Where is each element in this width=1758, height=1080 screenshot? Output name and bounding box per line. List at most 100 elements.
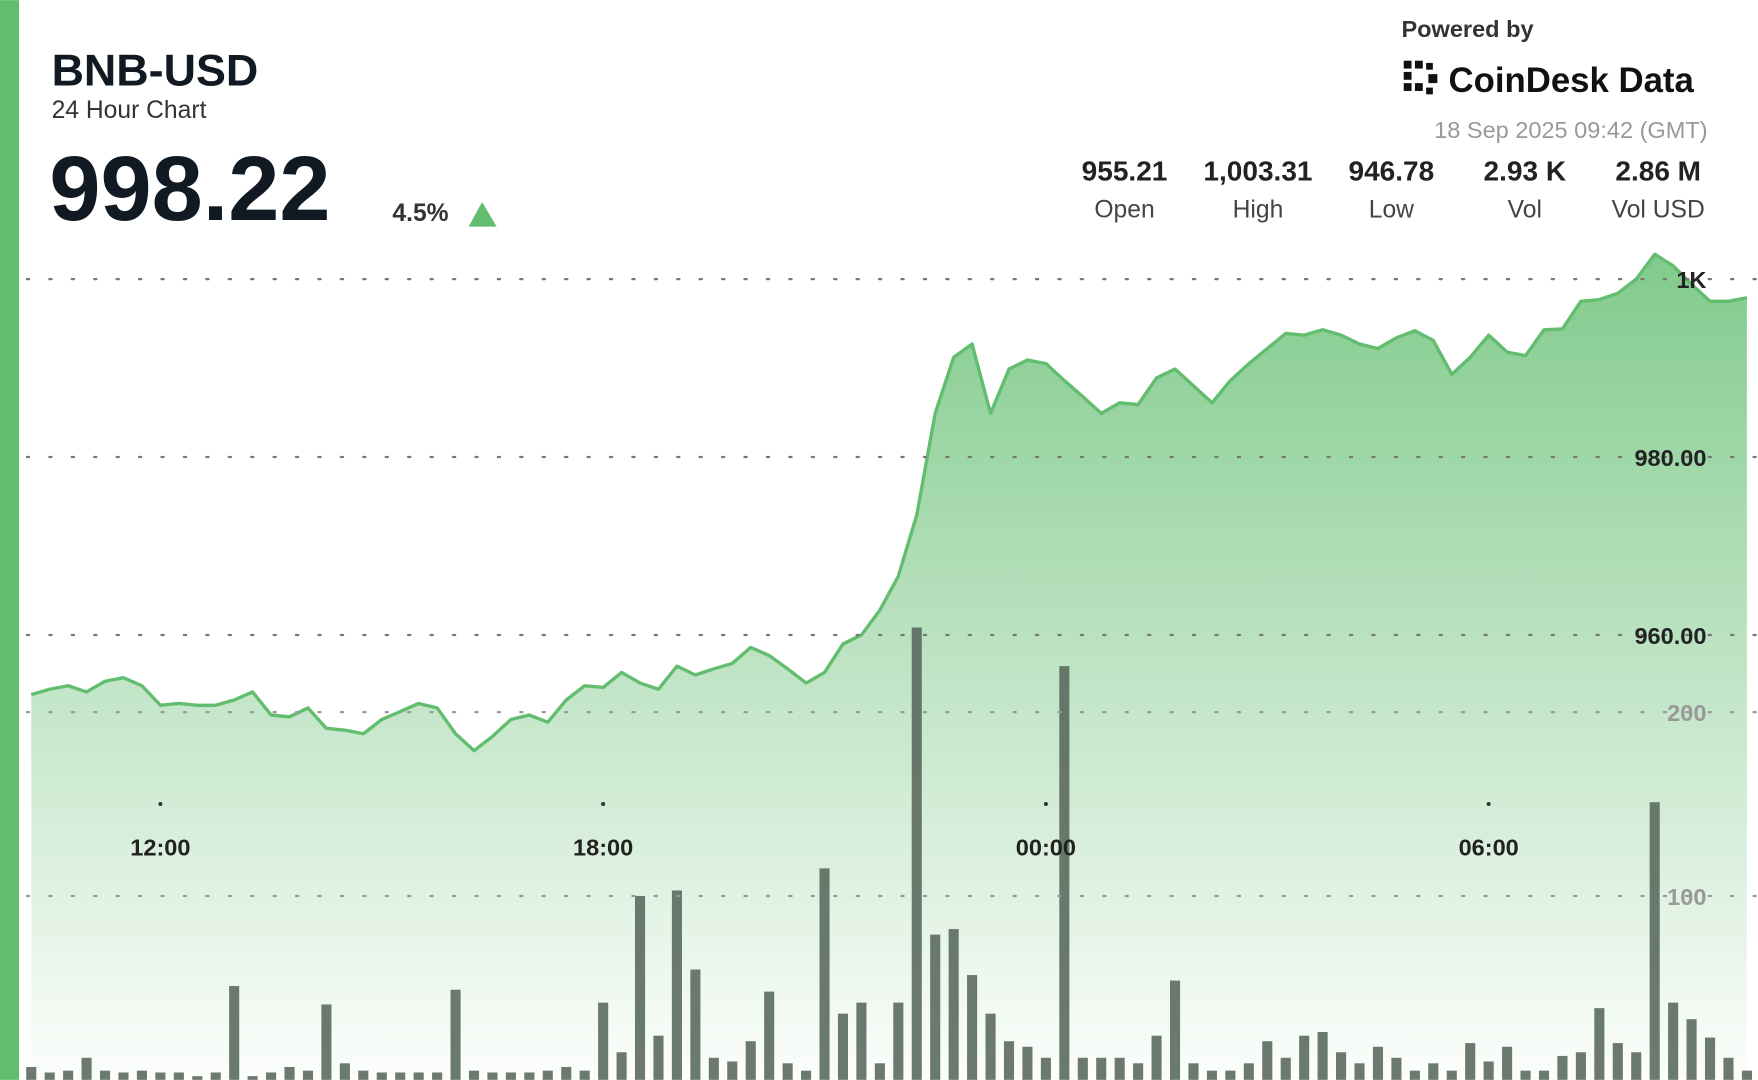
stat-label: Vol USD bbox=[1612, 197, 1705, 224]
accent-bar bbox=[0, 0, 20, 1080]
price-change: 4.5% bbox=[392, 200, 448, 227]
volume-bar bbox=[764, 991, 775, 1080]
x-tick-label: 00:00 bbox=[1016, 835, 1076, 861]
volume-bar bbox=[339, 1063, 350, 1080]
volume-bar bbox=[1741, 1070, 1752, 1080]
volume-bar bbox=[44, 1072, 55, 1080]
volume-bar bbox=[1575, 1052, 1586, 1080]
y-tick-label: 980.00 bbox=[1634, 445, 1706, 471]
volume-bar bbox=[893, 1002, 904, 1080]
volume-bar bbox=[727, 1061, 738, 1080]
volume-bar bbox=[1040, 1057, 1051, 1080]
volume-bar bbox=[598, 1002, 609, 1080]
volume-bar bbox=[192, 1076, 203, 1080]
volume-bar bbox=[26, 1066, 37, 1080]
volume-bar bbox=[930, 934, 941, 1080]
volume-bar bbox=[911, 627, 922, 1080]
y-tick-label: 1K bbox=[1676, 267, 1706, 293]
stat-value: 2.86 M bbox=[1615, 156, 1701, 187]
volume-bar bbox=[985, 1013, 996, 1080]
volume-bar bbox=[634, 895, 646, 1080]
volume-bar bbox=[856, 1002, 867, 1080]
stat-value: 955.21 bbox=[1082, 156, 1168, 187]
volume-bar bbox=[1631, 1052, 1642, 1080]
volume-bar bbox=[1317, 1032, 1328, 1080]
stats: 955.21 Open 1,003.31 High 946.78 Low 2.93 K Vol… bbox=[1082, 156, 1705, 224]
volume-bar bbox=[819, 868, 830, 1080]
volume-bar bbox=[468, 1070, 480, 1080]
volume-bar bbox=[1169, 980, 1181, 1080]
volume-bar bbox=[1612, 1043, 1623, 1080]
volume-bar bbox=[376, 1072, 387, 1080]
volume-bar bbox=[118, 1072, 129, 1080]
timestamp: 18 Sep 2025 09:42 (GMT) bbox=[1434, 117, 1707, 143]
volume-bar bbox=[1594, 1008, 1605, 1080]
volume-bar bbox=[413, 1072, 424, 1080]
volume-bar bbox=[653, 1035, 664, 1080]
volume-bar bbox=[1114, 1057, 1125, 1080]
volume-bar bbox=[1188, 1063, 1199, 1080]
volume-bar bbox=[99, 1070, 111, 1080]
chart-subtitle: 24 Hour Chart bbox=[52, 97, 207, 124]
volume-bar bbox=[63, 1070, 74, 1080]
x-tick-mark bbox=[158, 802, 163, 807]
volume-bar bbox=[1354, 1063, 1365, 1080]
brand-name: CoinDesk Data bbox=[1449, 62, 1695, 100]
volume-bar bbox=[1022, 1046, 1033, 1080]
volume-bar bbox=[708, 1057, 719, 1080]
volume-bar bbox=[1557, 1055, 1568, 1080]
stat-value: 1,003.31 bbox=[1203, 156, 1312, 187]
volume-bar bbox=[782, 1063, 793, 1080]
volume-bar bbox=[561, 1066, 572, 1080]
plot bbox=[26, 252, 1752, 1080]
up-arrow bbox=[468, 201, 497, 227]
volume-bar bbox=[432, 1072, 443, 1080]
y-tick-label: 960.00 bbox=[1634, 623, 1706, 649]
current-price: 998.22 bbox=[49, 138, 330, 240]
volume-bar bbox=[524, 1072, 535, 1080]
volume-bar bbox=[837, 1013, 849, 1080]
volume-bar bbox=[1206, 1070, 1217, 1080]
volume-bar bbox=[505, 1072, 516, 1080]
volume-bar bbox=[1262, 1041, 1273, 1080]
stat-label: High bbox=[1233, 197, 1284, 224]
volume-bar bbox=[1151, 1035, 1162, 1080]
volume-bar bbox=[1077, 1057, 1088, 1080]
stat-value: 2.93 K bbox=[1484, 156, 1567, 187]
volume-bar bbox=[1003, 1041, 1015, 1080]
x-tick-label: 18:00 bbox=[573, 835, 633, 861]
volume-bar bbox=[266, 1072, 277, 1080]
x-tick-mark bbox=[601, 802, 606, 807]
volume-bar bbox=[210, 1072, 221, 1080]
volume-bar bbox=[874, 1063, 885, 1080]
volume-bar bbox=[1704, 1037, 1716, 1080]
volume-bar bbox=[1059, 666, 1070, 1080]
volume-bar bbox=[1686, 1019, 1697, 1080]
volume-bar bbox=[1428, 1063, 1439, 1080]
volume-bar bbox=[1668, 1002, 1679, 1080]
price-line bbox=[30, 252, 1748, 753]
stat-value: 946.78 bbox=[1349, 156, 1435, 187]
volume-bar bbox=[81, 1057, 92, 1080]
y2-tick-label: 100 bbox=[1667, 884, 1706, 910]
volume-bar bbox=[1243, 1063, 1254, 1080]
volume-bar bbox=[1299, 1035, 1310, 1080]
volume-bar bbox=[1502, 1046, 1513, 1080]
volume-bar bbox=[1133, 1063, 1144, 1080]
volume-bar bbox=[173, 1072, 184, 1080]
volume-bar bbox=[1538, 1070, 1550, 1080]
volume-bar bbox=[1465, 1043, 1476, 1080]
volume-bar bbox=[801, 1070, 812, 1080]
stat-label: Open bbox=[1094, 197, 1154, 224]
x-tick-mark bbox=[1043, 802, 1048, 807]
volume-bar bbox=[450, 989, 461, 1080]
powered-by: Powered by bbox=[1401, 16, 1533, 42]
volume-bar bbox=[302, 1070, 314, 1080]
volume-bar bbox=[284, 1066, 295, 1080]
volume-bar bbox=[542, 1070, 553, 1080]
stat-label: Vol bbox=[1508, 197, 1542, 224]
volume-bar bbox=[487, 1072, 498, 1080]
volume-bar bbox=[1723, 1057, 1734, 1080]
